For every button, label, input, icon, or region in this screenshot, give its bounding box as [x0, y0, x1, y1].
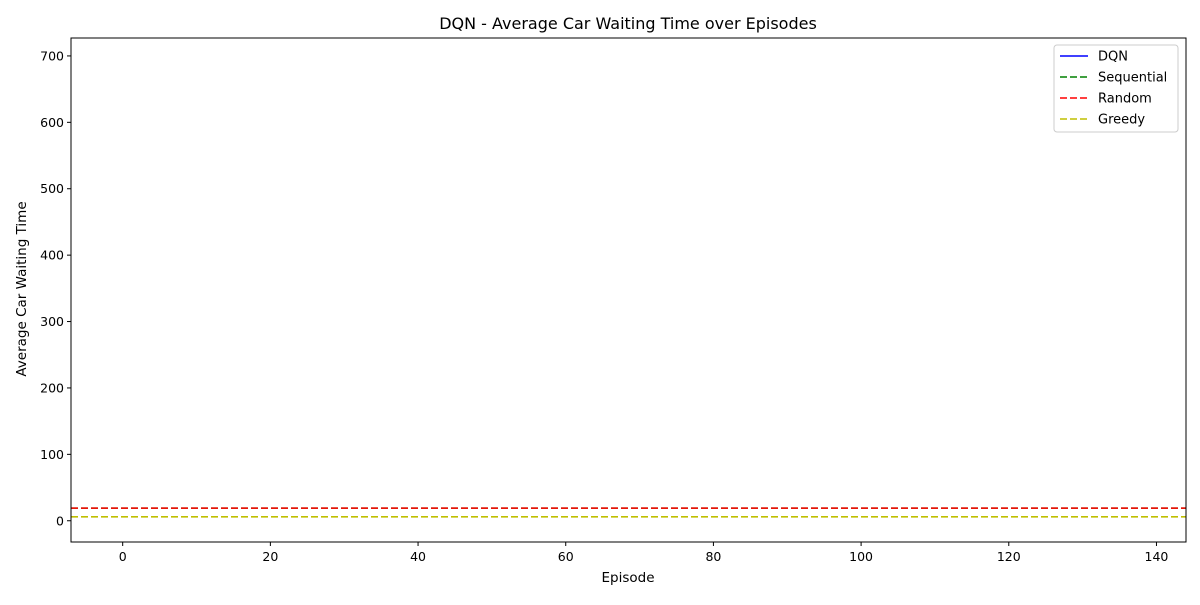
- x-tick-label: 120: [997, 549, 1021, 564]
- x-tick-label: 20: [262, 549, 278, 564]
- y-axis-label: Average Car Waiting Time: [14, 201, 30, 376]
- x-tick-label: 0: [119, 549, 127, 564]
- y-tick-label: 0: [56, 513, 64, 528]
- y-tick-label: 500: [40, 181, 64, 196]
- y-tick-label: 200: [40, 380, 64, 395]
- x-tick-label: 140: [1145, 549, 1169, 564]
- y-tick-label: 300: [40, 314, 64, 329]
- y-tick-label: 700: [40, 48, 64, 63]
- x-tick-label: 100: [849, 549, 873, 564]
- legend-label-random: Random: [1098, 92, 1152, 107]
- y-axis: 0 100 200 300 400 500 600 700: [40, 48, 71, 528]
- legend-label-greedy: Greedy: [1098, 113, 1145, 128]
- plot-area: [70, 37, 1187, 543]
- x-tick-label: 80: [705, 549, 721, 564]
- legend-label-dqn: DQN: [1098, 50, 1128, 65]
- legend-label-sequential: Sequential: [1098, 71, 1167, 86]
- x-tick-label: 40: [410, 549, 426, 564]
- y-tick-label: 100: [40, 447, 64, 462]
- legend-box: [1053, 44, 1179, 133]
- x-tick-label: 60: [558, 549, 574, 564]
- x-axis-label: Episode: [601, 570, 654, 586]
- y-tick-label: 400: [40, 248, 64, 263]
- x-axis: 0 20 40 60 80 100 120 140: [119, 542, 1169, 564]
- legend: DQN Sequential Random Greedy: [1053, 44, 1179, 133]
- plot-frame: [70, 37, 1187, 543]
- chart-title: DQN - Average Car Waiting Time over Epis…: [439, 14, 817, 33]
- y-tick-label: 600: [40, 115, 64, 130]
